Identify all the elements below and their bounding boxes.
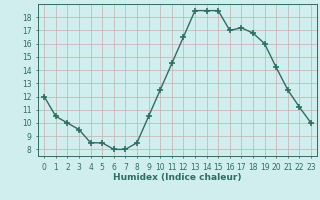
X-axis label: Humidex (Indice chaleur): Humidex (Indice chaleur) [113, 173, 242, 182]
